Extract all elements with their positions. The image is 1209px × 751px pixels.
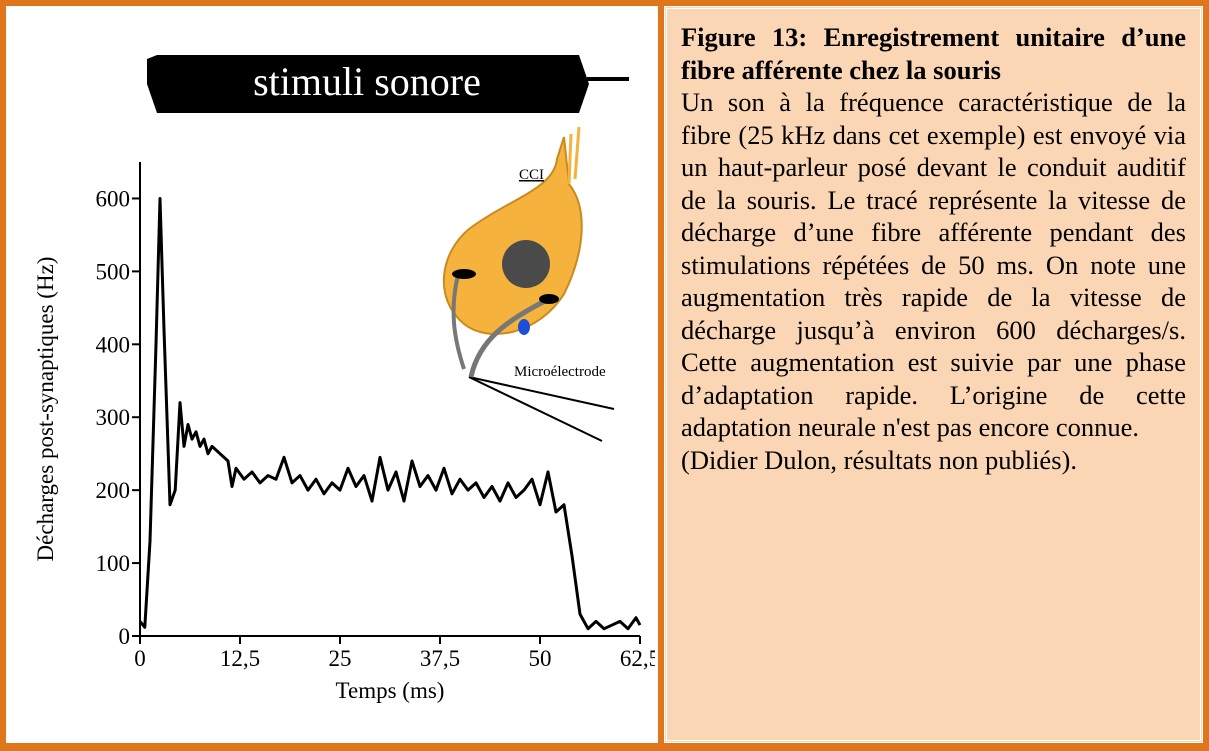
x-tick-label: 50 [529,646,552,671]
y-tick-label: 0 [119,624,131,649]
x-tick-label: 25 [329,646,352,671]
banner-text: stimuli sonore [253,59,481,104]
y-axis-label: Décharges post-synaptiques (Hz) [33,257,58,562]
x-axis-label: Temps (ms) [336,678,445,703]
inset-label: CCI [519,167,544,183]
y-tick-label: 500 [96,259,131,284]
x-tick-label: 0 [134,646,146,671]
x-tick-label: 12,5 [220,646,260,671]
caption-title: Figure 13: Enregistrement unitaire d’une… [681,21,1186,86]
caption-body: Un son à la fréquence caractéristique de… [681,86,1186,444]
x-tick-label: 62,5 [620,646,655,671]
caption-panel: Figure 13: Enregistrement unitaire d’une… [664,6,1203,743]
y-tick-label: 200 [96,478,131,503]
figure-panel: stimuli sonore CCI Microélectrode 0 100 20… [6,6,658,743]
y-tick-label: 300 [96,405,131,430]
y-tick-label: 100 [96,551,131,576]
x-tick-label: 37,5 [420,646,460,671]
y-tick-label: 600 [96,186,131,211]
inset-label: Microélectrode [514,364,606,380]
y-tick-label: 400 [96,332,131,357]
chart: stimuli sonore CCI Microélectrode 0 100 20… [9,9,655,740]
page: stimuli sonore CCI Microélectrode 0 100 20… [0,0,1209,751]
caption-source: (Didier Dulon, résultats non publiés). [681,444,1186,477]
